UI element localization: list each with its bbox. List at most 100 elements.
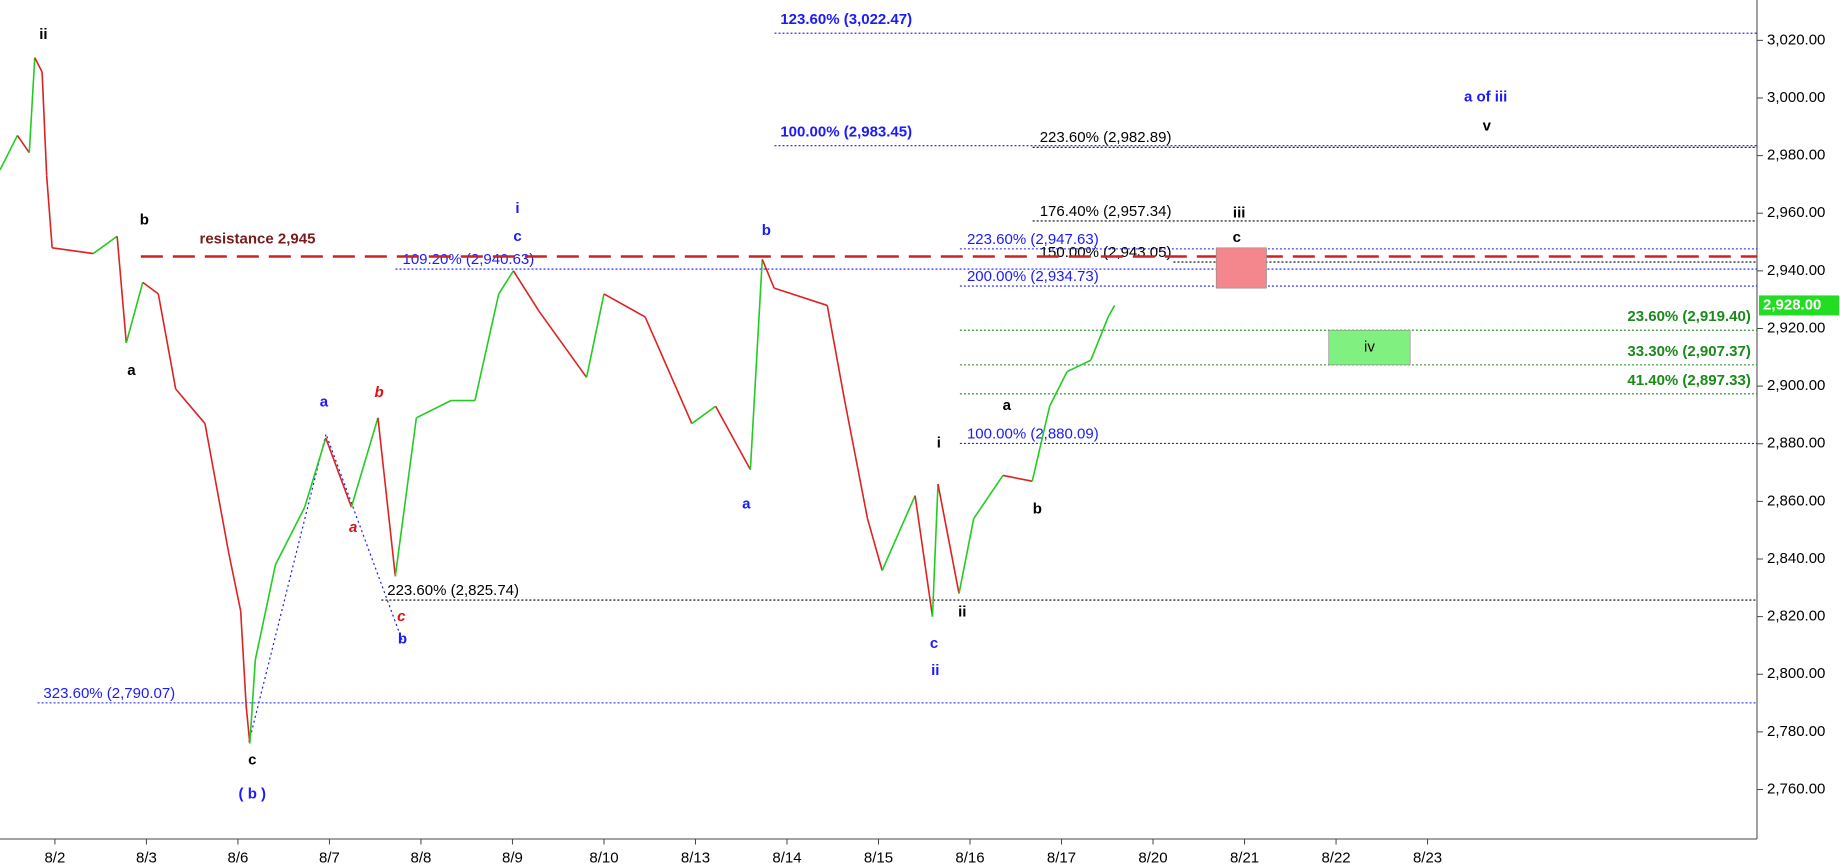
- price-segment: [157, 293, 177, 390]
- x-tick-label: 8/7: [319, 849, 340, 866]
- y-tick-label: 2,900.00: [1767, 377, 1825, 394]
- y-tick-label: 2,820.00: [1767, 608, 1825, 625]
- fib-label: 33.30% (2,907.37): [1627, 343, 1750, 360]
- y-tick-label: 3,020.00: [1767, 31, 1825, 48]
- price-segment: [239, 610, 247, 706]
- price-segment: [603, 293, 646, 318]
- wave-label: c: [1233, 229, 1241, 246]
- price-segment: [1090, 316, 1109, 361]
- x-tick-label: 8/9: [502, 849, 523, 866]
- price-segment: [512, 270, 540, 312]
- y-tick-label: 2,960.00: [1767, 204, 1825, 221]
- x-tick-label: 8/3: [136, 849, 157, 866]
- price-segment: [377, 417, 397, 577]
- wave-label: ii: [958, 604, 966, 621]
- x-tick-label: 8/13: [681, 849, 710, 866]
- price-segment: [254, 564, 277, 661]
- price-segment: [116, 236, 128, 343]
- price-segment: [0, 135, 19, 171]
- price-segment: [350, 417, 379, 508]
- price-segment: [34, 57, 43, 73]
- price-segment: [1066, 359, 1092, 373]
- fib-label: 223.60% (2,947.63): [967, 231, 1099, 248]
- price-segment: [937, 483, 960, 594]
- wave-label: a: [742, 496, 751, 513]
- price-segment: [931, 484, 939, 617]
- price-segment: [538, 310, 588, 378]
- price-segment: [914, 495, 934, 617]
- x-tick-label: 8/10: [589, 849, 618, 866]
- zone-label: iv: [1364, 339, 1375, 356]
- price-segment: [1048, 371, 1068, 407]
- price-segment: [691, 405, 717, 425]
- fib-label: 200.00% (2,934.73): [967, 268, 1099, 285]
- price-segment: [125, 282, 144, 344]
- price-segment: [585, 293, 605, 378]
- wave-label: i: [515, 200, 519, 217]
- wave-label: a: [1003, 397, 1012, 414]
- price-segment: [474, 293, 500, 401]
- price-segment: [714, 405, 752, 471]
- wave-label: b: [374, 384, 383, 401]
- x-tick-label: 8/14: [772, 849, 801, 866]
- price-segment: [644, 316, 693, 424]
- y-tick-label: 2,760.00: [1767, 780, 1825, 797]
- price-segment: [41, 72, 48, 176]
- price-segment: [1002, 474, 1033, 482]
- price-segment: [92, 235, 118, 255]
- price-segment: [45, 175, 53, 248]
- price-segment: [749, 259, 764, 470]
- x-tick-label: 8/2: [44, 849, 65, 866]
- y-tick-label: 2,840.00: [1767, 550, 1825, 567]
- x-tick-label: 8/21: [1230, 849, 1259, 866]
- fib-label: 323.60% (2,790.07): [43, 685, 175, 702]
- wave-label: c: [513, 228, 521, 245]
- fib-label: 223.60% (2,825.74): [387, 582, 519, 599]
- wave-label: v: [1483, 118, 1492, 135]
- fib-label: 100.00% (2,983.45): [780, 124, 912, 141]
- wave-label: a: [349, 519, 357, 536]
- price-segment: [866, 518, 883, 571]
- wave-label: ( b ): [239, 785, 267, 802]
- price-segment: [142, 281, 159, 295]
- fib-label: 41.40% (2,897.33): [1627, 372, 1750, 389]
- y-tick-label: 2,800.00: [1767, 665, 1825, 682]
- price-segment: [16, 134, 30, 154]
- y-tick-label: 2,880.00: [1767, 435, 1825, 452]
- price-segment: [826, 305, 846, 401]
- fib-label: 150.00% (2,943.05): [1040, 244, 1172, 261]
- fib-label: 109.20% (2,940.63): [403, 251, 535, 268]
- y-tick-label: 3,000.00: [1767, 89, 1825, 106]
- fib-label: 23.60% (2,919.40): [1627, 308, 1750, 325]
- price-segment: [325, 437, 353, 508]
- fib-label: 176.40% (2,957.34): [1040, 203, 1172, 220]
- price-segment: [175, 388, 206, 425]
- wave-label: i: [937, 435, 941, 452]
- wave-label: c: [397, 608, 406, 625]
- wave-label: b: [398, 631, 407, 648]
- last-price-label: 2,928.00: [1763, 296, 1821, 313]
- y-tick-label: 2,780.00: [1767, 723, 1825, 740]
- price-segment: [227, 553, 242, 612]
- y-tick-label: 2,920.00: [1767, 319, 1825, 336]
- wave-label: ii: [39, 26, 47, 43]
- wave-guide: [248, 431, 403, 743]
- wave-label: b: [140, 212, 149, 229]
- wave-label: a of iii: [1464, 88, 1507, 105]
- y-tick-label: 2,980.00: [1767, 147, 1825, 164]
- wave-label: a: [127, 362, 136, 379]
- wave-label: b: [1033, 500, 1042, 517]
- wave-label: c: [930, 635, 938, 652]
- price-segment: [1107, 305, 1116, 318]
- price-segment: [28, 57, 36, 153]
- price-segment: [303, 437, 327, 508]
- price-segment: [973, 474, 1004, 520]
- price-segment: [761, 259, 775, 289]
- x-tick-label: 8/15: [864, 849, 893, 866]
- fib-label: 223.60% (2,982.89): [1040, 129, 1172, 146]
- x-tick-label: 8/23: [1413, 849, 1442, 866]
- price-segment: [958, 518, 975, 594]
- price-segment: [274, 506, 306, 566]
- wave-label: iii: [1233, 205, 1246, 222]
